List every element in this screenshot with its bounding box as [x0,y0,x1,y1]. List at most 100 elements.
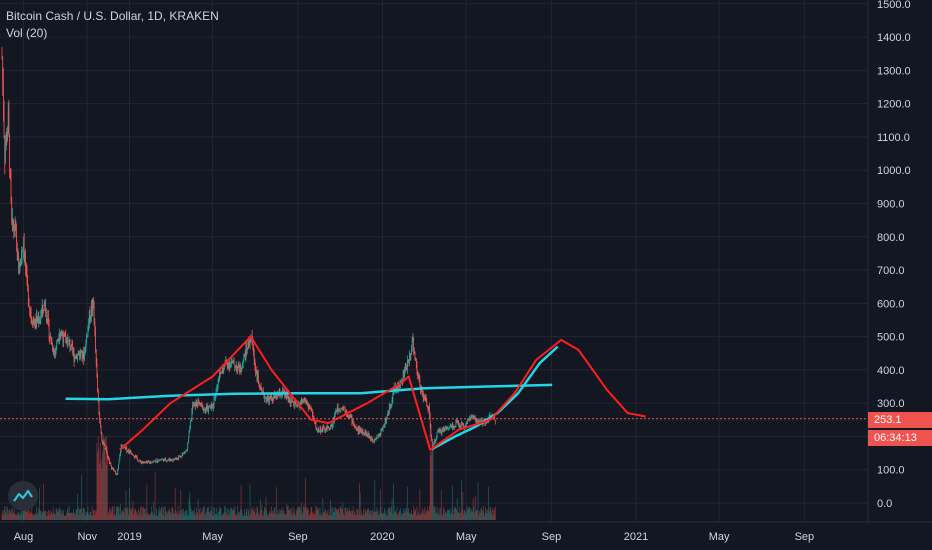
volume-bar [116,507,118,520]
candle-body [352,420,353,424]
volume-bar [19,514,21,520]
candle-body [161,459,162,461]
volume-bar [180,489,182,520]
candle-body [75,355,77,359]
volume-bar [92,515,94,520]
volume-bar [193,514,195,520]
volume-bar [223,512,225,520]
candle-body [345,410,347,412]
volume-bar [418,514,420,520]
volume-bar [104,438,105,520]
candle-body [362,430,364,434]
price-axis[interactable]: 1500.0 1400.0 1300.0 1200.0 1100.0 1000.0 900.… [877,0,911,510]
candle-body [188,437,189,444]
volume-bar [465,512,466,520]
volume-bar [172,506,173,520]
candle-body [417,373,419,379]
candle-body [18,256,19,274]
volume-bar [174,513,175,520]
candle-body [376,436,378,439]
volume-bar [410,512,412,520]
candle-body [458,425,460,427]
candle-body [357,428,358,430]
candle-body [337,405,339,411]
candle-body [182,453,184,455]
candle-body [323,427,324,429]
candle-body [409,353,410,362]
volume-bar [286,503,288,520]
volume-bar [368,508,369,520]
candle-body [399,386,401,389]
volume-bar [145,514,146,520]
volume-bar [487,509,489,520]
volume-bar [396,506,398,520]
candle-body [230,362,232,365]
volume-bar [241,509,243,520]
volume-bar [108,507,110,520]
candle-body [403,372,405,378]
candle-body [384,419,386,425]
volume-bar [393,506,395,520]
volume-bar [169,507,171,520]
candle-body [244,354,245,356]
volume-bar [218,511,220,520]
volume-bar [415,508,417,520]
time-axis[interactable]: Aug Nov 2019 May Sep 2020 May Sep 2021 May Sep [14,531,814,543]
candle-body [201,402,202,405]
candle-body [121,445,123,447]
candle-body [416,365,418,374]
candle-body [138,461,139,462]
volume-bar [147,512,149,520]
candle-body [260,386,262,391]
candle-body [14,230,15,233]
candle-body [199,401,200,404]
volume-bar [260,498,261,520]
tradingview-logo-icon[interactable] [8,481,38,511]
volume-bar [442,515,444,520]
candle-body [169,458,171,461]
volume-bar [170,514,172,520]
volume-bar [275,514,277,520]
volume-bar [411,509,412,520]
volume-bar [21,515,23,520]
volume-indicator-label[interactable]: Vol (20) [6,26,48,40]
volume-bar [355,514,357,520]
candle-body [85,340,87,351]
volume-bar [323,512,324,520]
volume-bar [151,506,153,520]
volume-bar [154,513,155,520]
volume-bar [57,511,58,520]
volume-bar [257,514,259,520]
volume-bar [483,515,485,520]
candle-body [184,452,186,453]
candle-body [66,340,67,344]
candle-body [180,455,182,457]
candle-body [290,400,292,404]
volume-bar [484,513,486,520]
volume-bar [273,511,275,520]
candle-body [341,408,343,410]
volume-bar [480,508,482,520]
candle-body [9,172,11,175]
volume-bar [289,507,291,520]
volume-bar [168,511,170,520]
volume-bar [27,507,29,520]
volume-bar [433,507,435,520]
candle-body [437,431,439,433]
volume-bar [4,506,6,520]
volume-bar [336,511,338,520]
candle-body [71,344,73,346]
candle-body [248,341,250,345]
volume-bar [348,506,350,520]
candle-body [93,299,94,303]
volume-bar [462,491,464,520]
candle-body [179,455,181,457]
symbol-title[interactable]: Bitcoin Cash / U.S. Dollar, 1D, KRAKEN [6,9,219,23]
price-tick-label: 1100.0 [877,132,910,144]
candle-body [411,350,412,355]
volume-bar [363,514,365,520]
volume-bar [53,512,55,520]
volume-bar [63,515,65,520]
volume-bar [172,509,174,520]
